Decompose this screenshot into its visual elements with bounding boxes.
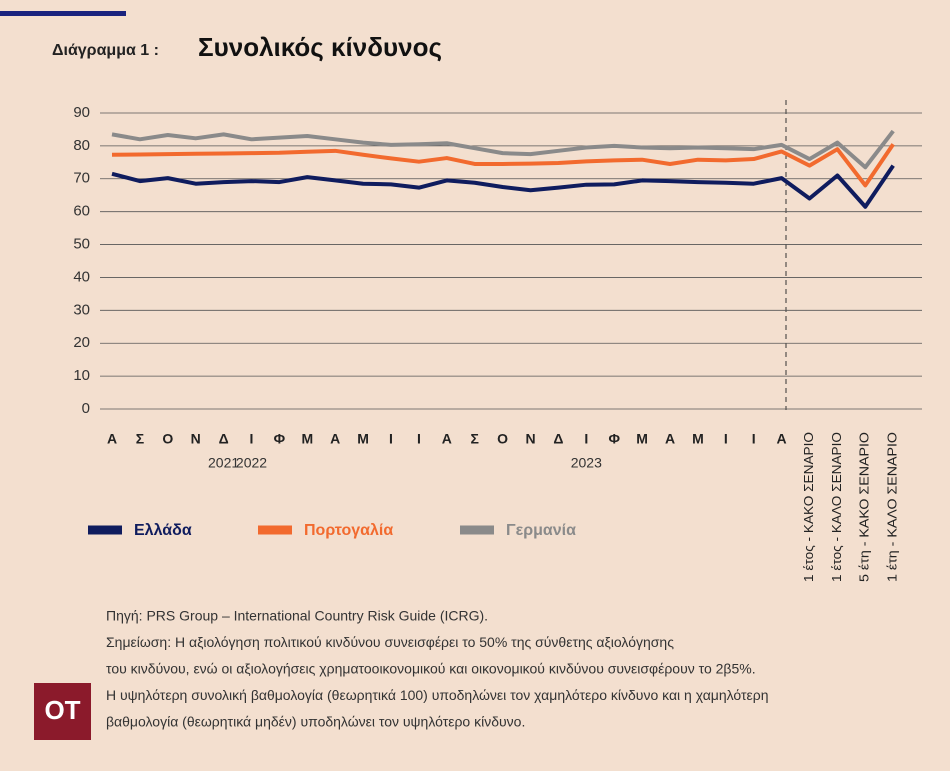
logo: ΟΤ <box>44 695 80 725</box>
note: Η υψηλότερη συνολική βαθμολογία (θεωρητι… <box>106 687 769 703</box>
year-label: 2021 <box>208 455 239 471</box>
chart-label: Διάγραμμα 1 : <box>52 42 159 59</box>
line <box>111 129 895 170</box>
x-tick-label: Α <box>107 431 117 447</box>
y-tick-label: 90 <box>73 104 90 121</box>
top-bar <box>0 11 126 16</box>
x-tick-label: 1 έτη - ΚΑΛΟ ΣΕΝΑΡΙΟ <box>885 432 900 582</box>
x-tick-label: Δ <box>219 431 229 447</box>
x-tick-label: Μ <box>357 431 369 447</box>
note: Πηγή: PRS Group – International Country … <box>106 608 488 624</box>
note: Σημείωση: Η αξιολόγηση πολιτικού κινδύνο… <box>106 634 674 650</box>
y-tick-label: 0 <box>82 400 90 417</box>
x-tick-label: Α <box>442 431 452 447</box>
x-tick-label: Ι <box>389 431 393 447</box>
x-tick-label: Α <box>330 431 340 447</box>
year-label: 2023 <box>571 455 602 471</box>
chart-title: Συνολικός κίνδυνος <box>198 32 442 62</box>
x-tick-label: Μ <box>301 431 313 447</box>
x-tick-label: Σ <box>136 431 144 447</box>
legend-label: Ελλάδα <box>134 522 192 539</box>
y-tick-label: 60 <box>73 203 90 220</box>
line <box>111 164 895 209</box>
x-tick-label: Ι <box>250 431 254 447</box>
note: βαθμολογία (θεωρητικά μηδέν) υποδηλώνει … <box>106 714 525 730</box>
y-tick-label: 70 <box>73 170 90 187</box>
x-tick-label: Μ <box>636 431 648 447</box>
x-tick-label: Α <box>777 431 787 447</box>
x-tick-label: Ι <box>417 431 421 447</box>
x-tick-label: Ι <box>584 431 588 447</box>
x-tick-label: Φ <box>274 431 286 447</box>
x-tick-label: Α <box>665 431 675 447</box>
x-tick-label: Ο <box>162 431 173 447</box>
x-tick-label: 1 έτος - ΚΑΚΟ ΣΕΝΑΡΙΟ <box>801 432 816 582</box>
logo-box <box>34 683 91 740</box>
line <box>111 143 895 188</box>
year-label: 2022 <box>236 455 267 471</box>
x-tick-label: Φ <box>608 431 620 447</box>
legend-label: Γερμανία <box>506 522 576 539</box>
note: του κινδύνου, ενώ οι αξιολογήσεις χρηματ… <box>106 661 756 677</box>
x-tick-label: Ι <box>724 431 728 447</box>
y-tick-label: 30 <box>73 301 90 318</box>
y-tick-label: 20 <box>73 334 90 351</box>
y-tick-label: 50 <box>73 236 90 253</box>
x-tick-label: Σ <box>470 431 478 447</box>
x-tick-label: Δ <box>553 431 563 447</box>
y-tick-label: 10 <box>73 367 90 384</box>
x-tick-label: Ι <box>752 431 756 447</box>
x-tick-label: Ν <box>525 431 535 447</box>
x-tick-label: Μ <box>692 431 704 447</box>
x-tick-label: 1 έτος - ΚΑΛΟ ΣΕΝΑΡΙΟ <box>829 432 844 582</box>
y-tick-label: 80 <box>73 137 90 154</box>
legend-label: Πορτογαλία <box>304 522 393 539</box>
x-tick-label: Ν <box>191 431 201 447</box>
x-tick-label: 5 έτη - ΚΑΚΟ ΣΕΝΑΡΙΟ <box>857 432 872 582</box>
y-tick-label: 40 <box>73 268 90 285</box>
x-tick-label: Ο <box>497 431 508 447</box>
